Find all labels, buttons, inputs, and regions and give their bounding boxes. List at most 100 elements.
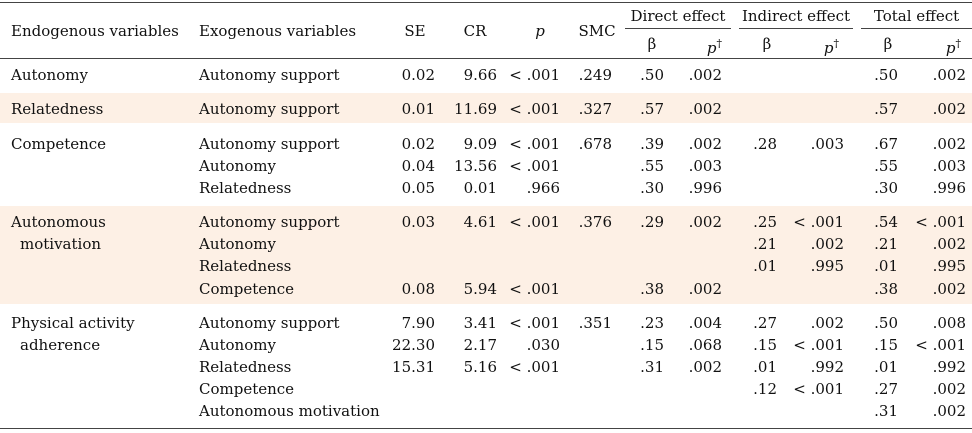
direct-beta-cell: .23 [640,314,664,332]
direct-beta-cell: .39 [640,135,664,153]
endogenous-cell: Autonomous [11,213,106,231]
exogenous-cell: Relatedness [199,179,292,197]
indirect-beta-cell: .21 [753,235,777,253]
indirect-p-cell: < .001 [793,213,844,231]
exogenous-cell: Autonomy support [199,100,340,118]
indirect-p-cell: .002 [810,314,844,332]
cr-cell: 13.56 [454,157,497,175]
exogenous-cell: Competence [199,380,295,398]
total-p: p† [945,37,962,57]
indirect-beta-cell: .01 [753,358,777,376]
indirect-p-cell: .003 [810,135,844,153]
total-beta-cell: .21 [874,235,898,253]
indirect-p-cell: .992 [810,358,844,376]
smc-cell: .327 [578,100,612,118]
indirect-beta-cell: .15 [753,336,777,354]
exogenous-cell: Competence [199,280,295,298]
total-underline [861,28,972,29]
total-p-cell: .992 [932,358,966,376]
exogenous-cell: Autonomy [199,235,276,253]
total-beta-cell: .31 [874,402,898,420]
cr-cell: 3.41 [463,314,497,332]
cr-cell: 9.66 [463,66,497,84]
p-cell: .966 [526,179,560,197]
p-cell: .030 [526,336,560,354]
dagger-mark: † [716,37,723,50]
p-cell: < .001 [509,100,560,118]
header-rule [0,58,972,59]
cr-cell: 4.61 [463,213,497,231]
total-p-cell: .995 [932,257,966,275]
total-p-cell: .002 [932,280,966,298]
se-cell: 0.02 [401,135,435,153]
header-se: SE [404,22,426,40]
smc-cell: .678 [578,135,612,153]
indirect-p-cell: < .001 [793,380,844,398]
direct-beta-cell: .50 [640,66,664,84]
indirect-beta-cell: .12 [753,380,777,398]
total-beta-cell: .01 [874,358,898,376]
exogenous-cell: Autonomy support [199,314,340,332]
total-p-cell: < .001 [915,213,966,231]
se-cell: 0.08 [401,280,435,298]
cr-cell: 11.69 [454,100,497,118]
cr-cell: 5.94 [463,280,497,298]
smc-cell: .351 [578,314,612,332]
se-cell: 15.31 [392,358,435,376]
total-beta-cell: .01 [874,257,898,275]
se-cell: 22.30 [392,336,435,354]
total-p-cell: .008 [932,314,966,332]
row-band-autonomous-motivation [0,206,972,304]
indirect-beta-cell: .28 [753,135,777,153]
direct-p-cell: .002 [688,280,722,298]
total-beta-cell: .50 [874,66,898,84]
direct-p: p† [706,37,723,57]
dagger-mark: † [833,37,840,50]
top-rule [0,2,972,3]
direct-beta-cell: .38 [640,280,664,298]
direct-p-cell: .002 [688,213,722,231]
total-p-cell: < .001 [915,336,966,354]
total-p-cell: .002 [932,235,966,253]
total-p-cell: .002 [932,100,966,118]
total-beta-cell: .50 [874,314,898,332]
smc-cell: .376 [578,213,612,231]
bottom-rule [0,428,972,429]
dagger-mark: † [955,37,962,50]
total-beta-cell: .57 [874,100,898,118]
indirect-beta-cell: .25 [753,213,777,231]
indirect-p-cell: .002 [810,235,844,253]
total-beta-cell: .38 [874,280,898,298]
total-beta-cell: .15 [874,336,898,354]
indirect-beta-cell: .01 [753,257,777,275]
header-indirect-effect: Indirect effect [741,7,851,25]
direct-p-cell: .003 [688,157,722,175]
se-cell: 7.90 [401,314,435,332]
total-p-cell: .002 [932,66,966,84]
direct-p-cell: .996 [688,179,722,197]
direct-beta: β [647,35,657,53]
p-cell: < .001 [509,358,560,376]
exogenous-cell: Autonomy support [199,135,340,153]
total-p-cell: .002 [932,402,966,420]
endogenous-cell-continued: adherence [20,336,101,354]
direct-p-cell: .002 [688,358,722,376]
direct-p-cell: .002 [688,100,722,118]
p-cell: < .001 [509,314,560,332]
exogenous-cell: Autonomy support [199,66,340,84]
direct-p-cell: .004 [688,314,722,332]
se-cell: 0.05 [401,179,435,197]
header-direct-effect: Direct effect [630,7,726,25]
total-beta: β [883,35,893,53]
total-beta-cell: .55 [874,157,898,175]
total-p-cell: .002 [932,135,966,153]
endogenous-cell: Relatedness [11,100,104,118]
header-smc: SMC [578,22,616,40]
indirect-p-cell: .995 [810,257,844,275]
header-endogenous: Endogenous variables [11,22,179,40]
total-beta-cell: .27 [874,380,898,398]
direct-beta-cell: .55 [640,157,664,175]
exogenous-cell: Autonomy [199,336,276,354]
direct-underline [625,28,731,29]
total-p-cell: .996 [932,179,966,197]
